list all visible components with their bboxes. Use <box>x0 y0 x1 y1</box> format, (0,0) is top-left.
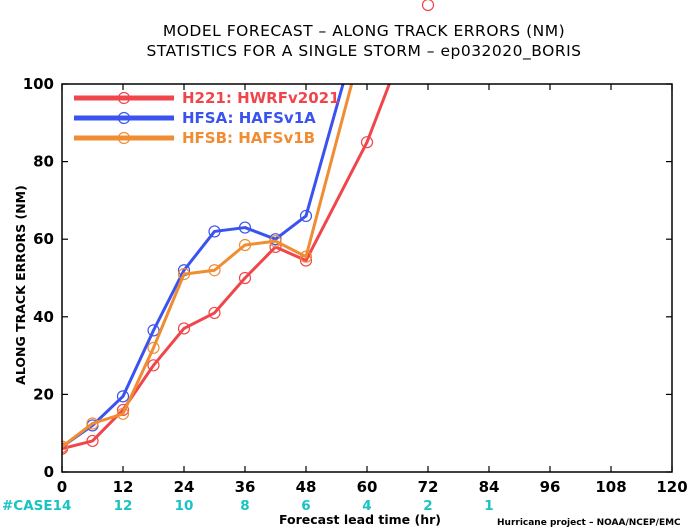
data-point <box>116 390 130 403</box>
case-count: 6 <box>301 498 310 514</box>
y-tick-label: 20 <box>33 385 54 403</box>
y-tick-label: 80 <box>33 153 54 171</box>
credit-text: Hurricane project – NOAA/NCEP/EMC <box>497 518 681 528</box>
case-count: 14 <box>53 498 72 514</box>
x-tick-label: 72 <box>418 478 439 496</box>
series-layer <box>62 84 391 455</box>
overflow-markers <box>421 0 435 12</box>
legend-marker <box>117 131 131 145</box>
x-tick-label: 108 <box>595 478 626 496</box>
x-tick-label: 96 <box>540 478 561 496</box>
x-tick-label: 84 <box>479 478 500 496</box>
y-tick-label: 60 <box>33 230 54 248</box>
x-tick-label: 24 <box>174 478 195 496</box>
case-count: 10 <box>175 498 194 514</box>
case-label: #CASE <box>2 498 53 514</box>
y-tick-label: 0 <box>44 463 54 481</box>
legend-label: HFSA: HAFSv1A <box>182 109 316 127</box>
data-point <box>299 209 313 223</box>
chart-subtitle: STATISTICS FOR A SINGLE STORM – ep032020… <box>146 42 581 61</box>
legend-marker <box>117 111 131 125</box>
x-axis-ticks: 0 12 24 36 48 60 72 84 96 108 120 <box>57 84 688 496</box>
legend-label: HFSB: HAFSv1B <box>182 129 315 147</box>
data-point <box>238 271 252 285</box>
data-point <box>147 359 160 372</box>
y-tick-label: 100 <box>23 75 54 93</box>
x-tick-label: 60 <box>357 478 378 496</box>
x-axis-label: Forecast lead time (hr) <box>279 512 441 527</box>
data-point <box>116 407 130 420</box>
chart-title: MODEL FORECAST – ALONG TRACK ERRORS (NM) <box>163 22 565 40</box>
series-line <box>62 84 345 449</box>
x-tick-label: 120 <box>656 478 687 496</box>
data-point <box>208 306 221 320</box>
case-count: 4 <box>362 498 371 514</box>
offscale-data-point <box>421 0 435 12</box>
data-point <box>86 434 99 448</box>
data-point <box>177 322 191 335</box>
data-point <box>208 225 221 238</box>
data-point <box>86 417 99 430</box>
data-point <box>208 264 221 277</box>
case-counts: #CASE 14 12 10 8 6 4 2 1 <box>2 498 494 514</box>
y-axis-ticks: 0 20 40 60 80 100 <box>23 75 672 481</box>
y-tick-label: 40 <box>33 308 54 326</box>
data-point <box>147 324 160 337</box>
x-tick-label: 0 <box>57 478 67 496</box>
data-point <box>62 440 69 453</box>
data-point <box>269 235 282 248</box>
legend: H221: HWRFv2021 HFSA: HAFSv1A HFSB: HAFSv1… <box>74 89 340 147</box>
x-tick-label: 12 <box>113 478 134 496</box>
data-point <box>238 221 252 234</box>
y-axis-label: ALONG TRACK ERRORS (NM) <box>13 185 28 385</box>
legend-marker <box>117 91 131 105</box>
legend-label: H221: HWRFv2021 <box>182 89 340 107</box>
x-tick-label: 36 <box>235 478 256 496</box>
series-line <box>62 84 354 448</box>
case-count: 1 <box>484 498 493 514</box>
case-count: 2 <box>423 498 432 514</box>
data-point <box>147 341 160 354</box>
case-count: 8 <box>240 498 249 514</box>
case-count: 12 <box>114 498 133 514</box>
data-point <box>360 136 374 149</box>
data-point <box>238 238 252 252</box>
data-point <box>177 268 191 281</box>
x-tick-label: 48 <box>296 478 317 496</box>
data-point <box>299 250 313 263</box>
series-line <box>62 84 391 451</box>
data-point <box>116 403 130 417</box>
